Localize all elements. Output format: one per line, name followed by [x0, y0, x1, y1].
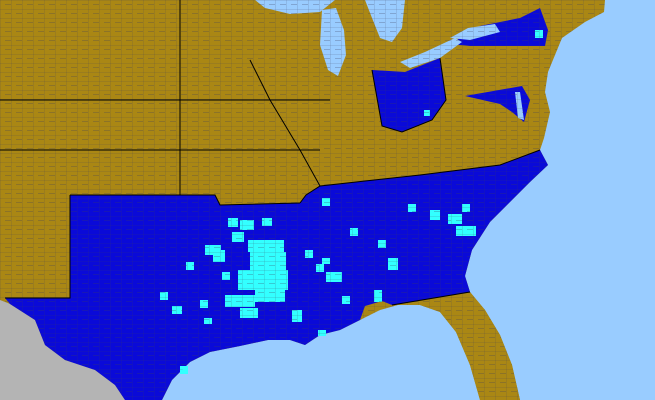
county [180, 366, 188, 374]
state-border [299, 149, 541, 204]
state-borders [0, 0, 541, 306]
state-border [5, 195, 71, 299]
mexico [0, 300, 125, 400]
state-border [391, 291, 471, 306]
state-border [371, 57, 447, 133]
state-border [249, 59, 321, 187]
state-border [70, 194, 301, 206]
